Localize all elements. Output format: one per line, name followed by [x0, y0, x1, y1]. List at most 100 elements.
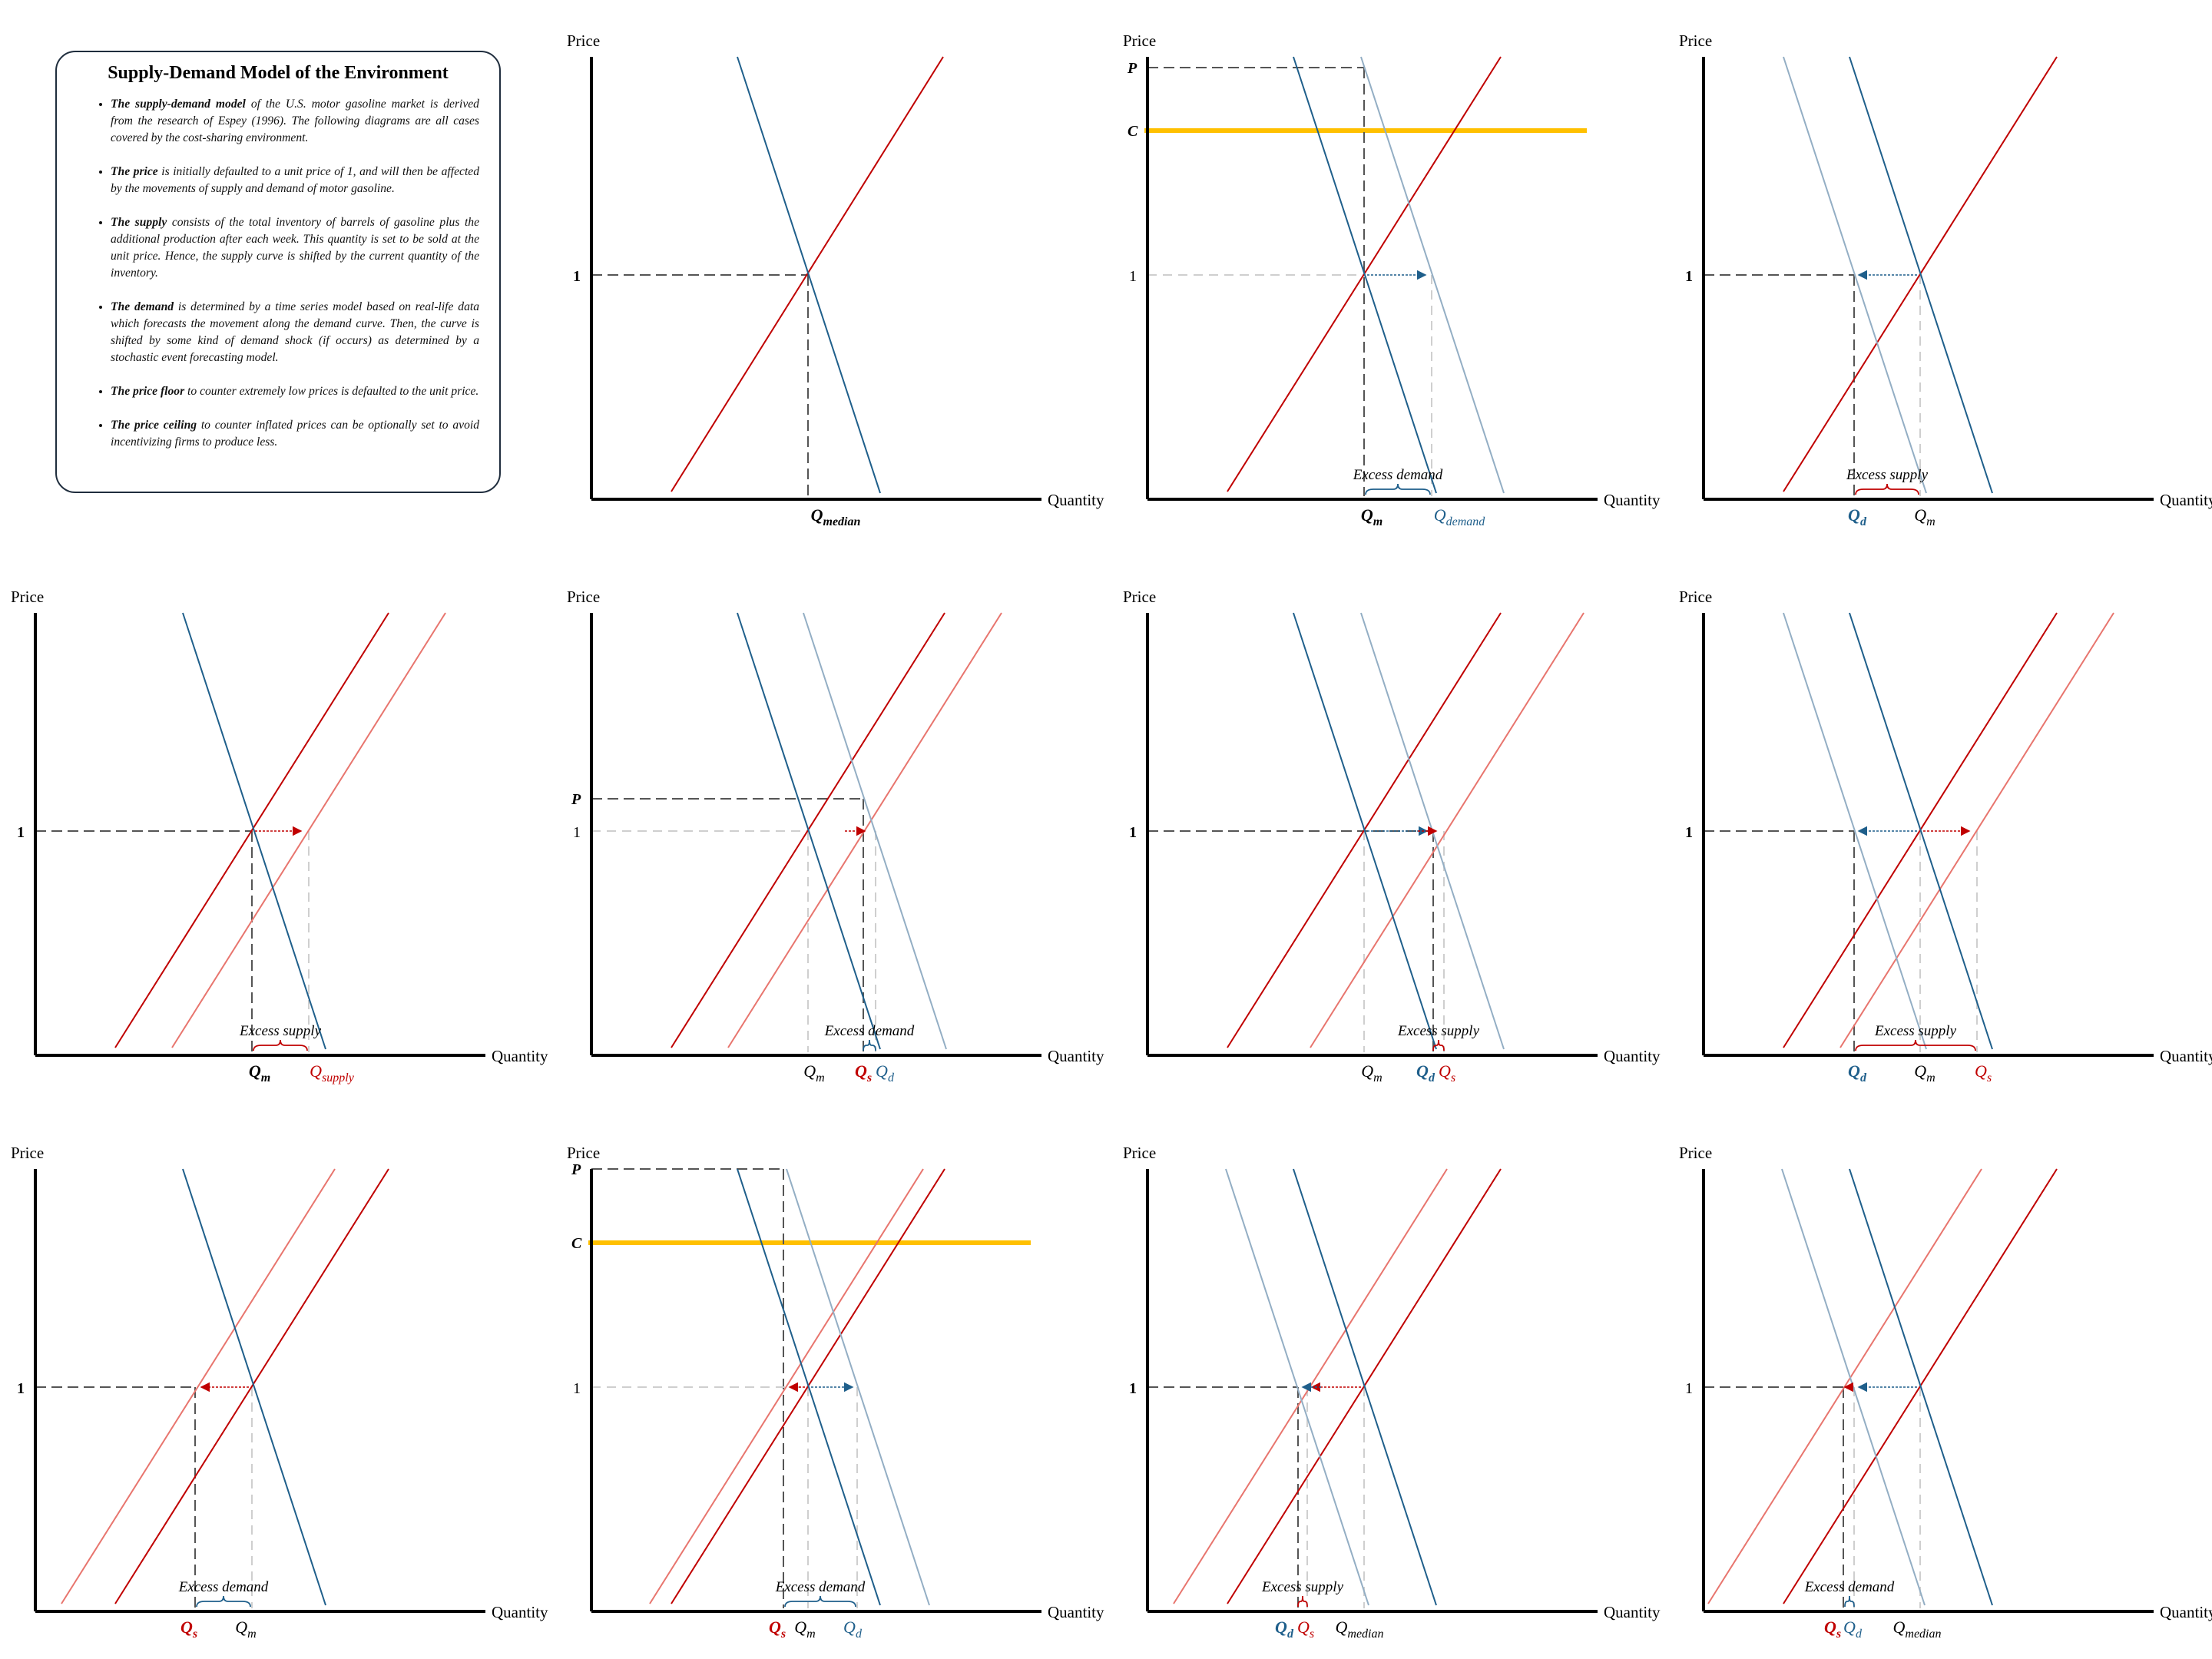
quantity-label: Qm [235, 1618, 256, 1641]
quantity-subscript: s [192, 1628, 197, 1641]
quantity-label: Qm [794, 1618, 815, 1641]
quantity-subscript: d [1860, 1071, 1867, 1084]
x-axis-label: Quantity [2160, 1047, 2212, 1065]
quantity-subscript: m [1926, 1071, 1936, 1084]
quantity-subscript: median [1905, 1628, 1941, 1641]
quantity-subscript: s [1310, 1628, 1314, 1641]
quantity-subscript: s [780, 1628, 786, 1641]
quantity-symbol: Q [811, 505, 823, 525]
quantity-label: Qd [1275, 1618, 1294, 1641]
quantity-label: Qd [1848, 1061, 1867, 1084]
bullet-text: to counter inflated prices can be option… [111, 419, 480, 449]
demand-curve [1293, 1168, 1437, 1606]
quantity-label: Qmedian [1336, 1618, 1384, 1641]
info-bullet: The supply-demand model of the U.S. moto… [111, 96, 479, 147]
quantity-subscript: d [1860, 515, 1867, 528]
quantity-subscript: median [823, 515, 861, 528]
excess-brace [1432, 1039, 1445, 1051]
excess-label: Excess demand [775, 1579, 866, 1595]
x-axis-label: Quantity [1604, 491, 1661, 509]
demand-curve [737, 1168, 881, 1606]
info-bullet: The price ceiling to counter inflated pr… [111, 417, 479, 451]
quantity-symbol: Q [180, 1618, 193, 1637]
demand-curve [1293, 612, 1437, 1050]
demand-curve [737, 56, 881, 494]
quantity-symbol: Q [1361, 505, 1373, 525]
quantity-label: Qs [855, 1061, 872, 1084]
quantity-label: Qm [1914, 1061, 1935, 1084]
quantity-symbol: Q [249, 1061, 261, 1081]
quantity-subscript: d [856, 1628, 863, 1641]
quantity-label: Qdemand [1434, 505, 1486, 528]
unit-price-label: 1 [1129, 268, 1137, 285]
quantity-subscript: m [1926, 515, 1936, 528]
quantity-symbol: Q [843, 1618, 856, 1637]
quantity-symbol: Q [1848, 505, 1860, 525]
excess-brace [1844, 1595, 1855, 1608]
quantity-symbol: Q [876, 1061, 888, 1081]
supply-curve [671, 56, 944, 492]
quantity-label: Qs [769, 1618, 786, 1641]
y-axis-label: Price [11, 1144, 44, 1162]
quantity-symbol: Q [1361, 1061, 1373, 1081]
ceiling-label: C [571, 1235, 582, 1252]
quantity-symbol: Q [1416, 1061, 1429, 1081]
supply-curve [114, 612, 389, 1048]
excess-label: Excess demand [824, 1023, 915, 1039]
bullet-term: The demand [111, 300, 174, 313]
quantity-label: Qm [1361, 505, 1382, 528]
supply-curve [649, 1168, 924, 1604]
quantity-subscript: m [1373, 1071, 1382, 1084]
x-axis-label: Quantity [1048, 1047, 1104, 1065]
y-axis-label: Price [567, 588, 600, 606]
quantity-subscript: m [1373, 515, 1382, 528]
excess-label: Excess demand [1804, 1579, 1895, 1595]
quantity-subscript: d [1856, 1628, 1863, 1641]
quantity-symbol: Q [1439, 1061, 1451, 1081]
quantity-subscript: median [1347, 1628, 1383, 1641]
quantity-symbol: Q [1914, 1061, 1926, 1081]
unit-price-label: 1 [1685, 268, 1693, 285]
quantity-label: Qm [1914, 505, 1935, 528]
x-axis-label: Quantity [492, 1047, 548, 1065]
quantity-symbol: Q [1914, 505, 1926, 525]
quantity-symbol: Q [235, 1618, 247, 1637]
supply-curve [171, 612, 446, 1048]
y-axis-label: Price [11, 588, 44, 606]
quantity-subscript: d [1287, 1628, 1294, 1641]
bullet-term: The price ceiling [111, 419, 197, 432]
info-bullet: The price is initially defaulted to a un… [111, 164, 479, 197]
info-bullet-list: The supply-demand model of the U.S. moto… [77, 96, 479, 451]
quantity-label: Qs [1439, 1061, 1455, 1084]
unit-price-label: 1 [1129, 1380, 1137, 1397]
quantity-subscript: s [1836, 1628, 1841, 1641]
info-bullet: The supply consists of the total invento… [111, 214, 479, 282]
supply-curve [1707, 1168, 1982, 1604]
excess-brace [784, 1595, 856, 1608]
quantity-label: Qs [1975, 1061, 1992, 1084]
x-axis-label: Quantity [2160, 1603, 2212, 1621]
bullet-term: The supply [111, 216, 167, 229]
quantity-symbol: Q [1336, 1618, 1348, 1637]
demand-curve [1360, 56, 1505, 494]
demand-curve [182, 612, 326, 1050]
ceiling-label: C [1128, 123, 1138, 140]
y-axis-label: Price [1123, 31, 1156, 50]
info-bullet: The price floor to counter extremely low… [111, 383, 479, 400]
x-axis-label: Quantity [2160, 491, 2212, 509]
info-bullet: The demand is determined by a time serie… [111, 299, 479, 366]
y-axis-label: Price [1123, 588, 1156, 606]
quantity-subscript: s [1987, 1071, 1992, 1084]
demand-curve [803, 612, 947, 1050]
price-label: P [571, 1161, 581, 1178]
demand-curve [182, 1168, 326, 1606]
unit-price-label: 1 [573, 824, 581, 841]
quantity-symbol: Q [769, 1618, 781, 1637]
